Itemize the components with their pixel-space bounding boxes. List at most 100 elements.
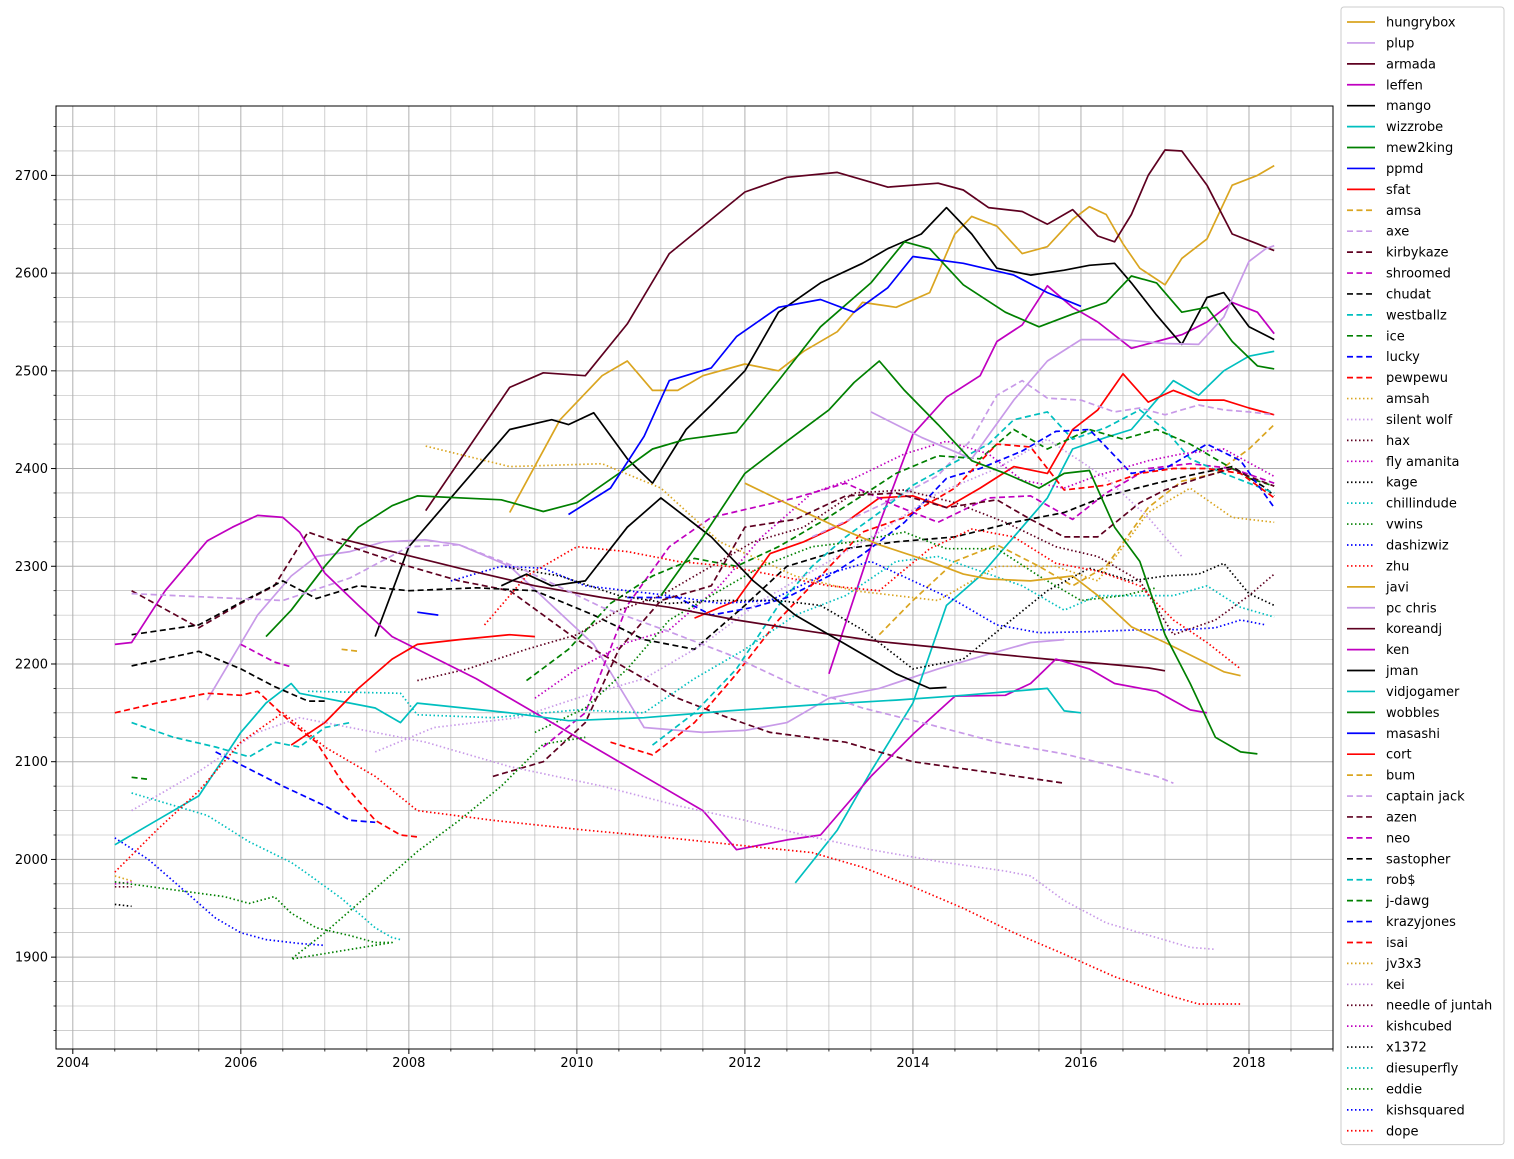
legend-label: zhu xyxy=(1386,559,1409,574)
series-line-masashi xyxy=(417,611,439,616)
legend-label: vidjogamer xyxy=(1386,685,1460,700)
series-line-mango xyxy=(374,206,1275,637)
series-line-bum xyxy=(341,648,359,653)
legend-label: dashizwiz xyxy=(1386,539,1449,554)
legend-label: isai xyxy=(1386,936,1408,951)
legend-label: chudat xyxy=(1386,287,1431,302)
x-tick-label: 2014 xyxy=(896,1056,929,1071)
series-line-amsah xyxy=(425,445,1275,602)
series-line-koreandj xyxy=(341,538,1166,672)
legend-label: eddie xyxy=(1386,1082,1422,1097)
legend-label: jman xyxy=(1385,664,1418,679)
y-tick-label: 2100 xyxy=(15,755,48,770)
series-line-mew2king xyxy=(265,240,1275,638)
series-line-silent-wolf xyxy=(374,438,1183,753)
axes: 2004 2006 2008 2010 2012 2014 2016 2018 1900 2000… xyxy=(15,126,1334,1071)
series-line-j-dawg xyxy=(131,776,149,781)
legend-label: lucky xyxy=(1386,350,1420,365)
x-tick-label: 2010 xyxy=(560,1056,593,1071)
series-line-jv3x3 xyxy=(114,875,132,882)
legend-label: amsah xyxy=(1386,392,1430,407)
legend-label: kei xyxy=(1386,978,1405,993)
series-line-armada xyxy=(424,149,1275,512)
legend-label: chillindude xyxy=(1386,497,1457,512)
series-line-kei xyxy=(131,716,1216,951)
series-line-eddie xyxy=(114,736,586,960)
legend-label: fly amanita xyxy=(1386,455,1460,470)
y-tick-label: 2300 xyxy=(15,560,48,575)
series-line-lucky xyxy=(627,428,1275,616)
series-line-wizzrobe xyxy=(794,350,1275,884)
y-tick-label: 2200 xyxy=(15,657,48,672)
series-line-x1372 xyxy=(114,903,132,908)
legend-label: hax xyxy=(1386,434,1410,449)
legend-label: mew2king xyxy=(1386,141,1453,156)
legend-label: hungrybox xyxy=(1386,16,1456,31)
series-line-isai xyxy=(114,690,418,838)
plot-area xyxy=(114,149,1275,1005)
plot-frame xyxy=(55,105,1334,1050)
legend-label: krazyjones xyxy=(1386,915,1456,930)
legend-label: sastopher xyxy=(1386,852,1451,867)
legend-label: westballz xyxy=(1386,308,1447,323)
legend-label: koreandj xyxy=(1386,622,1442,637)
series-line-fly-amanita xyxy=(534,440,1275,699)
legend-label: kishcubed xyxy=(1386,1020,1452,1035)
series-line-zhu xyxy=(483,528,1242,670)
legend-label: j-dawg xyxy=(1385,894,1429,909)
series-line-sfat xyxy=(694,372,1275,619)
legend-label: ice xyxy=(1386,329,1405,344)
legend-label: axe xyxy=(1386,225,1409,240)
legend-label: dope xyxy=(1386,1124,1418,1139)
legend-label: kirbykaze xyxy=(1386,246,1449,261)
legend-label: captain jack xyxy=(1386,790,1465,805)
series-line-rob- xyxy=(131,721,351,758)
legend-label: javi xyxy=(1385,580,1409,595)
x-tick-label: 2004 xyxy=(56,1056,89,1071)
x-tick-label: 2006 xyxy=(224,1056,257,1071)
series-line-vidjogamer xyxy=(114,682,1082,846)
series-line-sastopher xyxy=(131,650,325,702)
x-tick-label: 2008 xyxy=(392,1056,425,1071)
legend-label: wobbles xyxy=(1386,706,1440,721)
series-line-krazyjones xyxy=(215,751,376,824)
legend-label: pc chris xyxy=(1386,601,1437,616)
legend-label: needle of juntah xyxy=(1386,999,1492,1014)
legend-label: azen xyxy=(1386,810,1417,825)
legend-label: diesuperfly xyxy=(1386,1062,1459,1077)
series-line-axe xyxy=(811,379,1275,538)
legend-label: kishsquared xyxy=(1386,1103,1465,1118)
series-line-pc-chris xyxy=(870,244,1275,460)
series-line-chudat xyxy=(131,465,1275,651)
legend-label: armada xyxy=(1386,57,1436,72)
legend-label: sfat xyxy=(1386,183,1410,198)
y-tick-label: 2000 xyxy=(15,853,48,868)
series-line-vwins xyxy=(534,531,1157,734)
series-line-hax xyxy=(417,489,1275,682)
legend-label: rob$ xyxy=(1386,873,1416,888)
legend-label: leffen xyxy=(1386,78,1423,93)
series-line-shroomed xyxy=(542,462,1275,748)
legend-label: x1372 xyxy=(1386,1041,1427,1056)
y-tick-label: 1900 xyxy=(15,951,48,966)
series-line-kage xyxy=(501,562,1275,670)
series-line-wobbles xyxy=(660,360,1258,755)
series-line-plup xyxy=(206,539,1065,734)
grid-lines xyxy=(56,106,1334,1049)
series-line-captain-jack xyxy=(131,543,1174,784)
legend-label: jv3x3 xyxy=(1385,957,1422,972)
y-tick-label: 2600 xyxy=(15,267,48,282)
series-line-cort xyxy=(290,633,535,746)
legend-box xyxy=(1340,6,1505,1146)
legend-label: mango xyxy=(1386,99,1431,114)
legend-label: bum xyxy=(1386,769,1415,784)
legend-label: ppmd xyxy=(1386,162,1423,177)
legend: hungrybox plup armada leffen mango wizzrobe me… xyxy=(1340,6,1505,1146)
legend-label: plup xyxy=(1386,36,1414,51)
legend-label: kage xyxy=(1386,476,1418,491)
legend-label: amsa xyxy=(1386,204,1421,219)
legend-label: vwins xyxy=(1386,518,1423,533)
legend-label: wizzrobe xyxy=(1386,120,1443,135)
